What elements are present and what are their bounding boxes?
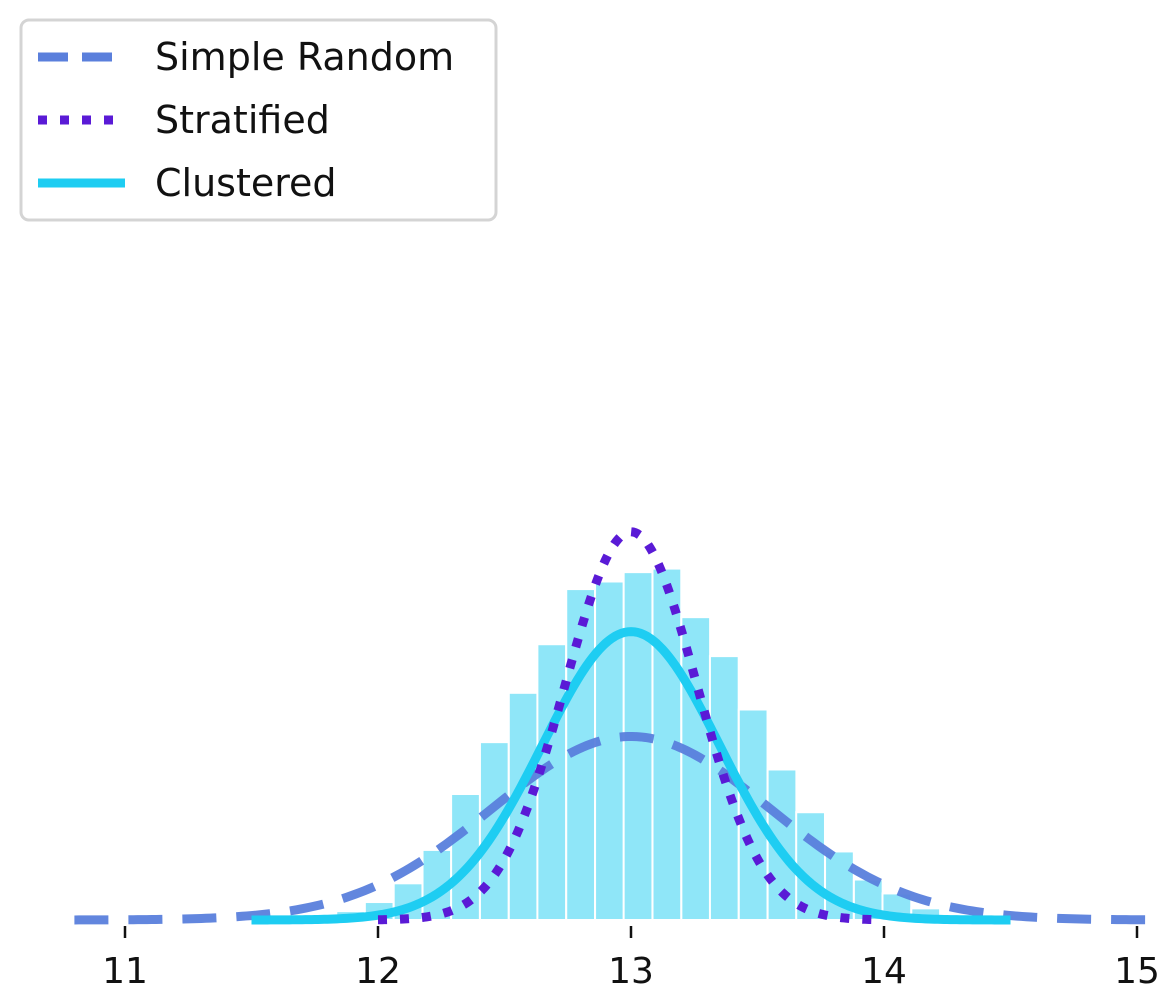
x-tick-label: 13 bbox=[608, 951, 654, 992]
legend-box bbox=[19, 18, 498, 222]
legend-label-clustered: Clustered bbox=[155, 161, 337, 205]
x-tick-label: 14 bbox=[861, 951, 907, 992]
histogram-bar bbox=[680, 616, 712, 921]
histogram bbox=[220, 567, 1085, 922]
histogram-bar bbox=[622, 571, 654, 922]
density-curves bbox=[74, 527, 1163, 925]
series-line-clustered bbox=[251, 627, 1011, 925]
series-line-simple-random bbox=[74, 731, 1163, 925]
x-tick-label: 15 bbox=[1114, 951, 1160, 992]
legend: Simple Random Stratified Clustered bbox=[19, 18, 498, 222]
x-tick-label: 12 bbox=[355, 951, 401, 992]
x-tick-label: 11 bbox=[102, 951, 148, 992]
legend-label-stratified: Stratified bbox=[155, 98, 330, 142]
x-axis: 11 12 13 14 15 bbox=[102, 926, 1160, 992]
series-line-stratified bbox=[377, 527, 885, 925]
histogram-bar bbox=[708, 655, 740, 921]
legend-label-simple-random: Simple Random bbox=[155, 35, 454, 79]
